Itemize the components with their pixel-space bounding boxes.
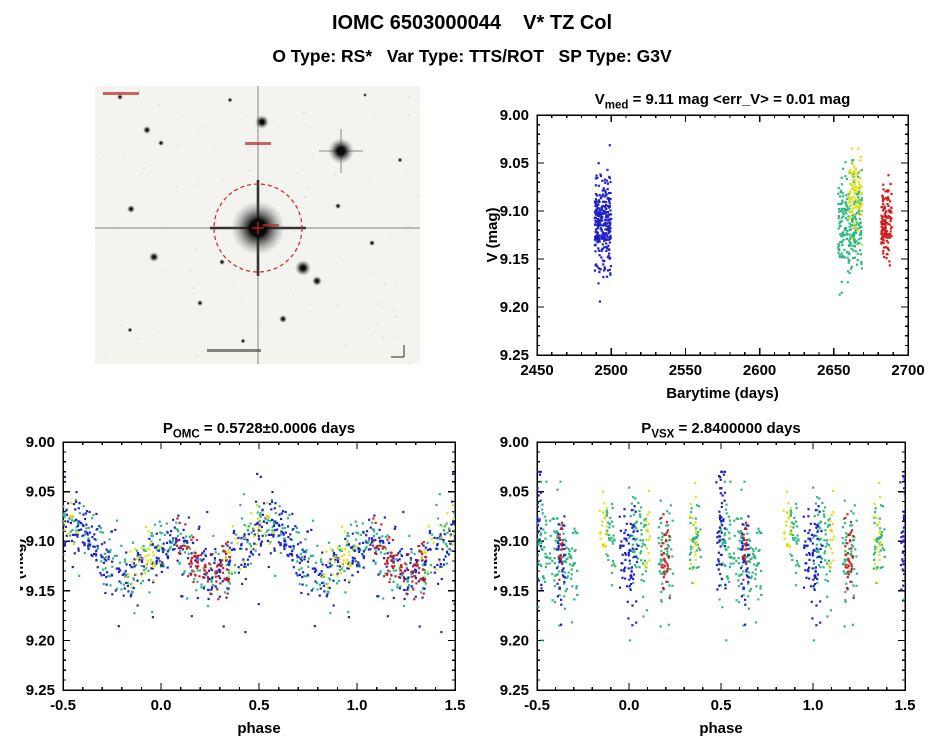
plot-frame: -0.5 0.0 0.5 1.0 1.5 9.00 9.05 9.10 9.15 9.20 9.25 (500, 434, 916, 714)
chart-title: PVSX = 2.8400000 days (641, 420, 800, 441)
x-tick-label: 0.5 (711, 697, 732, 714)
y-axis-label: V (mag) (20, 538, 27, 593)
x-tick-label: 2500 (595, 362, 628, 379)
series-epoch1-blue (593, 144, 613, 303)
y-tick-label: 9.20 (500, 632, 529, 649)
x-tick-label: 2550 (669, 362, 702, 379)
star (312, 276, 322, 286)
y-tick-label: 9.05 (500, 155, 529, 172)
star (240, 338, 246, 344)
y-tick-label: 9.00 (26, 434, 55, 451)
page-title: IOMC 6503000044 V* TZ Col (331, 12, 613, 34)
x-tick-label: 1.0 (347, 697, 368, 714)
x-tick-label: 1.5 (445, 697, 466, 714)
x-tick-label: 1.0 (803, 697, 824, 714)
page-subtitle: O Type: RS* Var Type: TTS/ROT SP Type: G… (272, 46, 672, 66)
star (117, 94, 123, 100)
star (279, 315, 287, 323)
star (127, 327, 133, 333)
series-epoch4-red (175, 517, 428, 601)
x-tick-label: 2600 (743, 362, 776, 379)
plot-frame: 2450 2500 2550 2600 2650 2700 9.00 9.05 9.10 9.15… (500, 107, 925, 379)
x-tick-label: 2700 (891, 362, 924, 379)
star (197, 300, 203, 306)
star (335, 203, 341, 209)
y-tick-label: 9.10 (26, 533, 55, 550)
star (149, 252, 159, 262)
y-tick-label: 9.15 (26, 583, 55, 600)
chart-title: Vmed = 9.11 mag <err_V> = 0.01 mag (595, 91, 851, 112)
image-noise (95, 88, 420, 365)
lightcurve-svg: Vmed = 9.11 mag <err_V> = 0.01 mag 2450 25… (484, 91, 925, 402)
y-tick-label: 9.05 (26, 484, 55, 501)
x-axis-label: phase (699, 720, 742, 737)
star (143, 126, 151, 134)
series-epoch2-green (837, 159, 864, 296)
x-tick-label: 2450 (520, 362, 553, 379)
phase_omc-svg: POMC = 0.5728±0.0006 days -0.5 0.0 0.5 1.0 1.… (10, 420, 466, 737)
x-tick-label: 0.0 (151, 697, 172, 714)
y-tick-label: 9.25 (500, 682, 529, 699)
y-tick-label: 9.20 (26, 632, 55, 649)
y-tick-label: 9.20 (500, 299, 529, 316)
x-axis-label: phase (237, 720, 280, 737)
series-epoch2-green (537, 480, 905, 642)
y-tick-label: 9.10 (500, 533, 529, 550)
y-tick-label: 9.10 (500, 203, 529, 220)
data-points (593, 144, 893, 303)
x-tick-label: -0.5 (524, 697, 550, 714)
series-epoch1-blue (537, 470, 905, 627)
chart-title: POMC = 0.5728±0.0006 days (163, 420, 355, 441)
finder-chart-image (95, 86, 420, 365)
star (363, 93, 367, 97)
star (397, 157, 403, 163)
x-tick-label: 2650 (817, 362, 850, 379)
series-epoch1-blue (63, 472, 455, 634)
y-tick-label: 9.15 (500, 583, 529, 600)
finder-annotations (103, 92, 405, 358)
phase_vsx-svg: PVSX = 2.8400000 days -0.5 0.0 0.5 1.0 1.5 9.0… (484, 420, 916, 737)
series-epoch3-yellow (847, 147, 863, 246)
star (127, 205, 135, 213)
star (219, 259, 225, 265)
plot-frame: -0.5 0.0 0.5 1.0 1.5 9.00 9.05 9.10 9.15 9.20 9.25 (26, 434, 466, 714)
y-axis-label: V (mag) (494, 538, 501, 593)
x-tick-label: 0.5 (249, 697, 270, 714)
data-points (63, 472, 455, 634)
series-epoch3-yellow (598, 481, 882, 584)
star (227, 97, 233, 103)
phase-plot-vsx: PVSX = 2.8400000 days -0.5 0.0 0.5 1.0 1.5 9.0… (484, 413, 944, 747)
series-epoch4-red (880, 174, 893, 267)
y-tick-label: 9.25 (500, 347, 529, 364)
y-tick-label: 9.25 (26, 682, 55, 699)
star (158, 140, 164, 146)
x-tick-label: 1.5 (895, 697, 916, 714)
star (369, 240, 375, 246)
y-axis-label: V (mag) (484, 207, 501, 262)
series-epoch3-yellow (63, 502, 455, 589)
x-tick-label: -0.5 (50, 697, 76, 714)
phase-plot-omc: POMC = 0.5728±0.0006 days -0.5 0.0 0.5 1.0 1.… (10, 413, 482, 747)
lightcurve-plot: Vmed = 9.11 mag <err_V> = 0.01 mag 2450 25… (470, 84, 944, 408)
x-axis-label: Barytime (days) (666, 385, 779, 402)
target-circle (213, 183, 303, 273)
sky-image-svg (95, 86, 420, 365)
series-epoch4-red (557, 513, 855, 600)
x-tick-label: 0.0 (619, 697, 640, 714)
target-cross (252, 222, 264, 234)
y-tick-label: 9.05 (500, 484, 529, 501)
y-tick-label: 9.00 (500, 434, 529, 451)
y-tick-label: 9.00 (500, 107, 529, 124)
y-tick-label: 9.15 (500, 251, 529, 268)
data-points (537, 470, 905, 642)
